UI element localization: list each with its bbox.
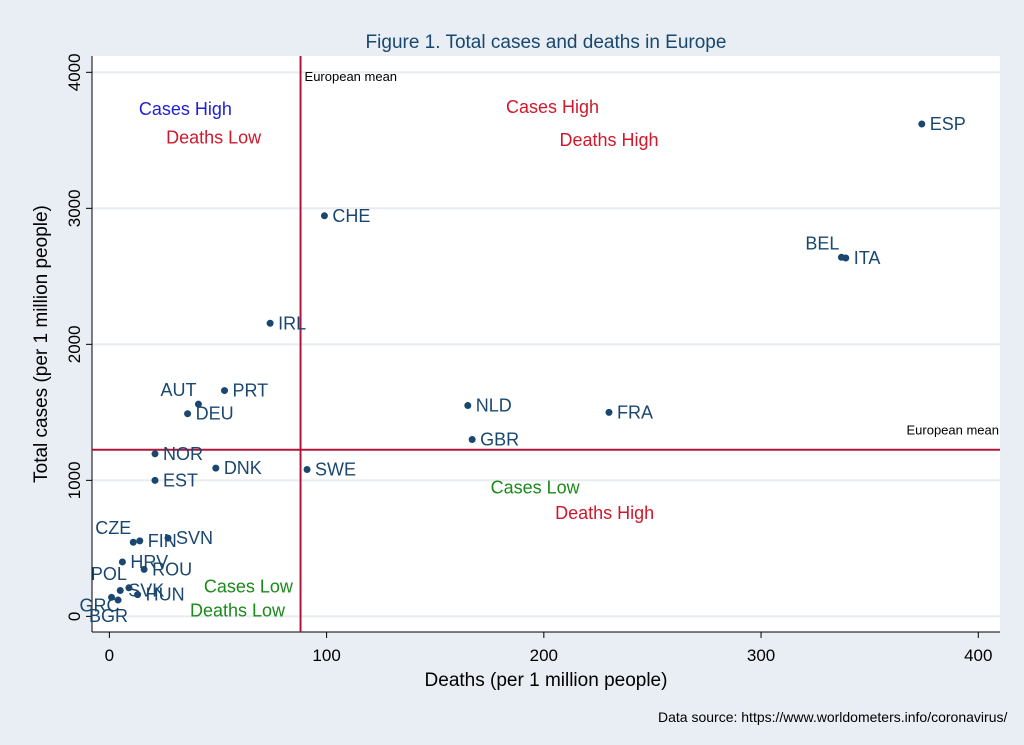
point-ita: [842, 254, 850, 262]
y-tick-label-4000: 4000: [65, 53, 84, 91]
point-label-nld: NLD: [476, 396, 512, 416]
point-label-prt: PRT: [233, 381, 269, 401]
quadrant-label-7: Cases Low: [204, 577, 294, 597]
x-tick-label-100: 100: [312, 646, 340, 665]
y-tick-label-1000: 1000: [65, 461, 84, 499]
point-fra: [605, 408, 613, 416]
x-tick-labels: 0 100 200 300 400: [105, 632, 992, 665]
x-tick-label-200: 200: [530, 646, 558, 665]
point-label-est: EST: [163, 470, 198, 490]
point-che: [320, 212, 328, 220]
x-tick-label-300: 300: [747, 646, 775, 665]
point-label-fin: FIN: [148, 531, 177, 551]
point-bgr: [114, 596, 122, 604]
point-prt: [221, 387, 229, 395]
point-label-che: CHE: [332, 206, 370, 226]
point-cze: [129, 538, 137, 546]
point-label-swe: SWE: [315, 459, 356, 479]
mean-label-vertical: European mean: [305, 69, 398, 84]
point-label-gbr: GBR: [480, 430, 519, 450]
point-label-svn: SVN: [176, 528, 213, 548]
point-rou: [140, 565, 148, 573]
point-hun: [134, 591, 142, 599]
point-label-nor: NOR: [163, 444, 203, 464]
y-tick-labels: 0 1000 2000 3000 4000: [65, 53, 92, 621]
point-hrv: [118, 558, 126, 566]
quadrant-label-3: Cases High: [506, 97, 599, 117]
point-svk: [116, 587, 124, 595]
point-nld: [464, 402, 472, 410]
point-fin: [136, 537, 144, 545]
x-tick-label-400: 400: [964, 646, 992, 665]
data-points: ESP CHE BEL ITA IRL AUT PRT DEU NLD FRA GBR NOR DNK S…: [80, 114, 966, 626]
point-est: [151, 476, 159, 484]
grid: [92, 71, 1000, 618]
quadrant-label-1: Cases High: [139, 99, 232, 119]
point-label-bel: BEL: [805, 233, 839, 253]
quadrant-label-5: Cases Low: [491, 477, 581, 497]
quadrant-label-6: Deaths High: [555, 503, 654, 523]
point-label-cze: CZE: [95, 518, 131, 538]
quadrant-label-2: Deaths Low: [166, 128, 262, 148]
point-label-aut: AUT: [160, 380, 196, 400]
point-deu: [184, 410, 192, 418]
point-label-deu: DEU: [196, 404, 234, 424]
point-nor: [151, 450, 159, 458]
point-label-hun: HUN: [146, 585, 185, 605]
point-label-rou: ROU: [152, 559, 192, 579]
x-axis-label: Deaths (per 1 million people): [425, 670, 668, 691]
point-label-pol: POL: [91, 564, 127, 584]
mean-lines: European mean European mean: [92, 56, 1000, 632]
point-pol: [125, 584, 133, 592]
y-tick-label-2000: 2000: [65, 325, 84, 363]
point-label-fra: FRA: [617, 402, 653, 422]
point-aut: [194, 400, 202, 408]
point-label-irl: IRL: [278, 313, 306, 333]
y-tick-label-3000: 3000: [65, 189, 84, 227]
point-label-ita: ITA: [854, 248, 881, 268]
point-dnk: [212, 464, 220, 472]
point-grc: [108, 593, 116, 601]
point-esp: [918, 120, 926, 128]
point-svn: [164, 534, 172, 542]
point-label-bgr: BGR: [89, 606, 128, 626]
point-irl: [266, 319, 274, 327]
point-gbr: [468, 436, 476, 444]
quadrant-labels: Cases High Deaths Low Cases High Deaths Hig…: [139, 97, 659, 620]
x-tick-label-0: 0: [105, 646, 114, 665]
chart-title: Figure 1. Total cases and deaths in Euro…: [366, 32, 727, 53]
y-axis-label: Total cases (per 1 million people): [31, 205, 52, 483]
quadrant-label-4: Deaths High: [559, 130, 658, 150]
point-label-dnk: DNK: [224, 458, 262, 478]
point-swe: [303, 465, 311, 473]
point-label-esp: ESP: [930, 114, 966, 134]
mean-label-horizontal: European mean: [906, 423, 999, 438]
data-source-note: Data source: https://www.worldometers.in…: [658, 709, 1007, 725]
y-tick-label-0: 0: [65, 612, 84, 621]
quadrant-label-8: Deaths Low: [190, 600, 286, 620]
point-label-grc: GRC: [80, 595, 120, 615]
point-label-hrv: HRV: [130, 552, 168, 572]
